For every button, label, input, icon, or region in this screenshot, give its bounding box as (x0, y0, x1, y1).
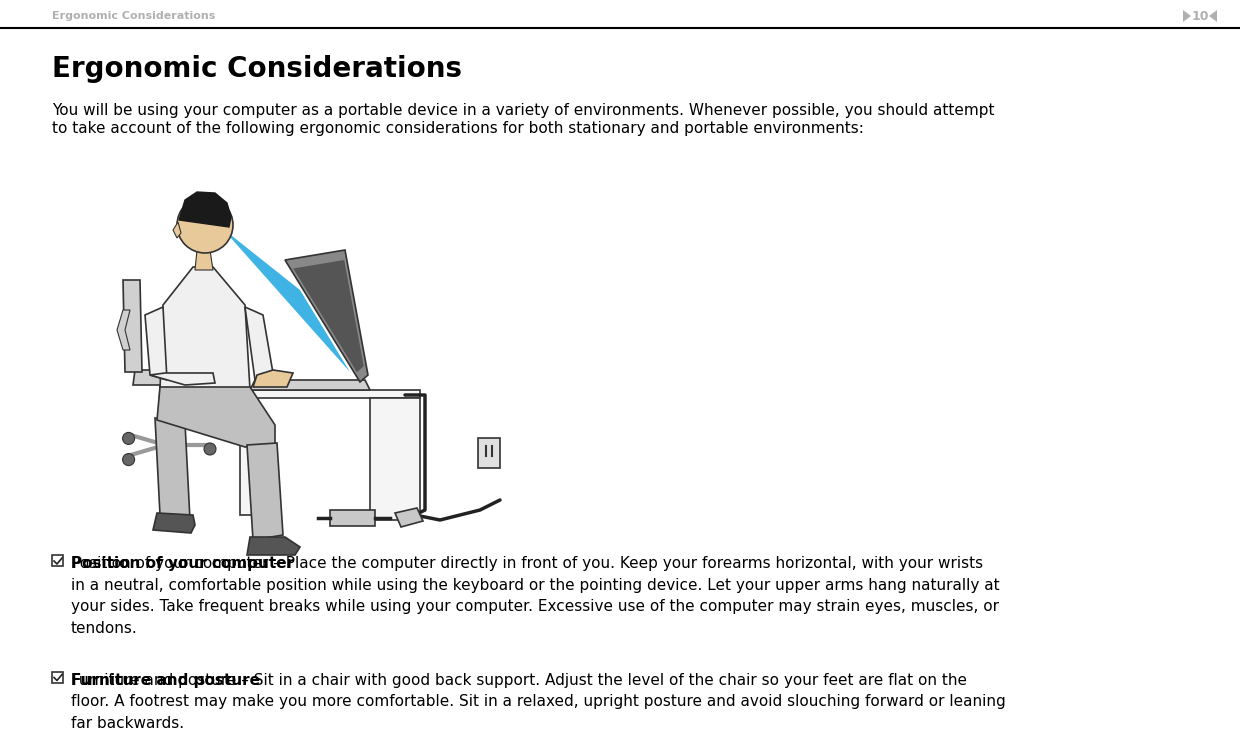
Polygon shape (145, 307, 167, 380)
Text: Ergonomic Considerations: Ergonomic Considerations (52, 11, 216, 21)
Circle shape (205, 443, 216, 455)
Polygon shape (160, 267, 250, 390)
Polygon shape (330, 510, 374, 526)
Polygon shape (250, 380, 370, 390)
Circle shape (123, 432, 135, 445)
Circle shape (172, 426, 185, 438)
Polygon shape (155, 418, 190, 520)
Polygon shape (1183, 10, 1190, 22)
Polygon shape (157, 385, 172, 445)
Polygon shape (477, 438, 500, 468)
Circle shape (177, 197, 233, 253)
Text: Furniture and posture: Furniture and posture (71, 672, 260, 688)
Polygon shape (396, 508, 423, 527)
Polygon shape (246, 307, 273, 380)
Polygon shape (123, 280, 143, 372)
Circle shape (172, 460, 185, 472)
Polygon shape (370, 398, 420, 520)
Polygon shape (253, 370, 293, 387)
Polygon shape (117, 310, 130, 350)
Text: You will be using your computer as a portable device in a variety of environment: You will be using your computer as a por… (52, 103, 994, 118)
Polygon shape (285, 250, 368, 382)
Text: Position of your computer: Position of your computer (71, 556, 294, 571)
Text: Ergonomic Considerations: Ergonomic Considerations (52, 55, 463, 83)
Polygon shape (222, 228, 350, 372)
Text: 10: 10 (1192, 9, 1209, 23)
Polygon shape (157, 387, 275, 447)
Polygon shape (247, 537, 300, 555)
Polygon shape (1209, 10, 1216, 22)
Polygon shape (153, 513, 195, 533)
Polygon shape (133, 370, 217, 385)
Polygon shape (293, 260, 363, 372)
Bar (52, 555, 63, 566)
Polygon shape (150, 373, 215, 385)
Text: Position of your computer – Place the computer directly in front of you. Keep yo: Position of your computer – Place the co… (71, 556, 999, 636)
Polygon shape (241, 398, 253, 515)
Polygon shape (247, 443, 283, 540)
Polygon shape (236, 390, 420, 398)
Circle shape (123, 453, 135, 466)
Bar (52, 672, 63, 683)
Polygon shape (174, 222, 181, 238)
Text: Furniture and posture – Sit in a chair with good back support. Adjust the level : Furniture and posture – Sit in a chair w… (71, 672, 1006, 730)
Text: to take account of the following ergonomic considerations for both stationary an: to take account of the following ergonom… (52, 121, 864, 136)
Polygon shape (179, 192, 231, 227)
Polygon shape (195, 250, 213, 270)
